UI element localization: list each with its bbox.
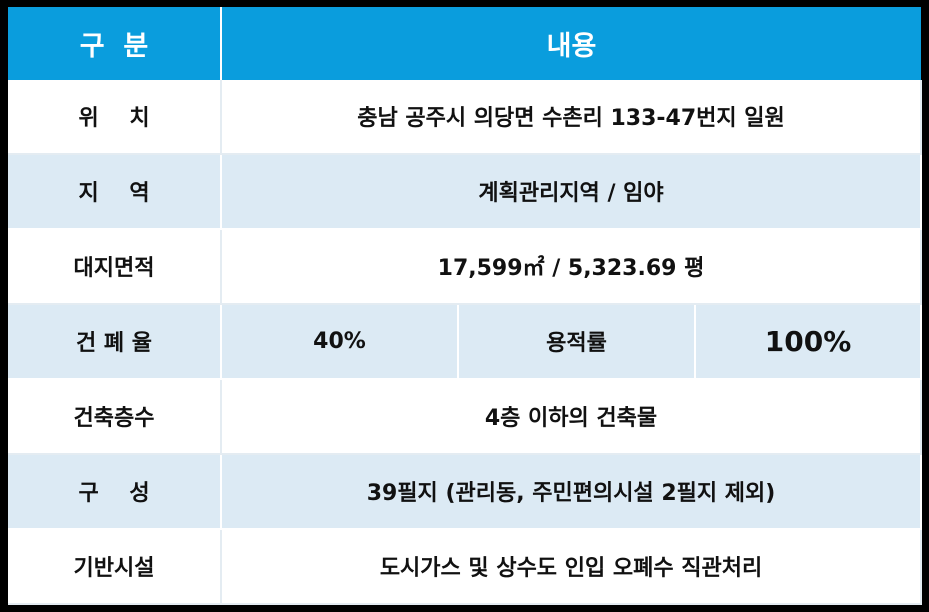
table-row-zone: 지 역 계획관리지역 / 임야 xyxy=(8,153,923,230)
table-header-row: 구 분 내용 xyxy=(8,7,922,80)
table-row-infrastructure: 기반시설 도시가스 및 상수도 인입 오폐수 직관처리 xyxy=(8,528,923,606)
row-label-infrastructure: 기반시설 xyxy=(8,528,222,606)
header-category: 구 분 xyxy=(8,7,222,80)
row-value-site-area: 17,599㎡ / 5,323.69 평 xyxy=(221,228,923,305)
table-row-composition: 구 성 39필지 (관리동, 주민편의시설 2필지 제외) xyxy=(8,453,923,530)
table-row-location: 위 치 충남 공주시 의당면 수촌리 133-47번지 일원 xyxy=(8,79,923,155)
row-label-site-area: 대지면적 xyxy=(8,228,222,305)
row-label-zone: 지 역 xyxy=(8,153,222,230)
property-spec-table: 구 분 내용 위 치 충남 공주시 의당면 수촌리 133-47번지 일원 지 … xyxy=(8,7,923,606)
header-content: 내용 xyxy=(221,7,922,80)
table-row-coverage: 건 폐 율 40% 용적률 100% xyxy=(8,303,923,380)
row-label-location: 위 치 xyxy=(8,79,222,155)
row-value-floor-area-ratio: 100% xyxy=(695,303,923,380)
row-label-floor-area-ratio: 용적률 xyxy=(458,303,696,380)
row-label-composition: 구 성 xyxy=(8,453,222,530)
spec-table-frame: 구 분 내용 위 치 충남 공주시 의당면 수촌리 133-47번지 일원 지 … xyxy=(8,7,923,606)
row-value-infrastructure: 도시가스 및 상수도 인입 오폐수 직관처리 xyxy=(221,528,923,606)
table-row-floors: 건축층수 4층 이하의 건축물 xyxy=(8,378,923,455)
row-label-floors: 건축층수 xyxy=(8,378,222,455)
row-value-zone: 계획관리지역 / 임야 xyxy=(221,153,923,230)
table-row-site-area: 대지면적 17,599㎡ / 5,323.69 평 xyxy=(8,228,923,305)
row-label-coverage: 건 폐 율 xyxy=(8,303,222,380)
row-value-location: 충남 공주시 의당면 수촌리 133-47번지 일원 xyxy=(221,79,923,155)
row-value-coverage: 40% xyxy=(221,303,459,380)
row-value-composition: 39필지 (관리동, 주민편의시설 2필지 제외) xyxy=(221,453,923,530)
row-value-floors: 4층 이하의 건축물 xyxy=(221,378,923,455)
